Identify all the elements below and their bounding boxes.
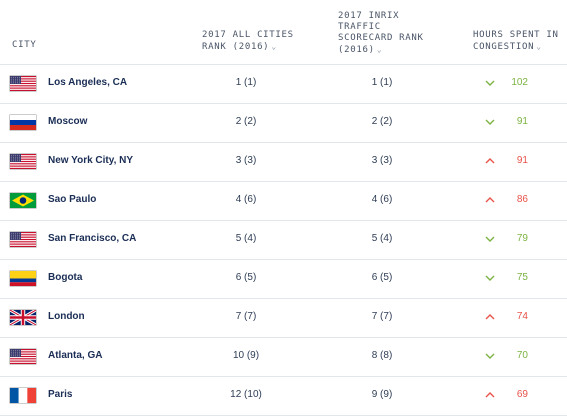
russia-flag-icon — [10, 115, 36, 130]
column-header-line: CONGESTION — [473, 42, 535, 52]
all-cities-rank: 4 (6) — [235, 194, 257, 205]
column-header-line: (2016) — [338, 45, 375, 55]
city-name: Los Angeles, CA — [48, 77, 128, 88]
column-header-city-label: CITY — [12, 40, 37, 50]
city-name: London — [48, 311, 85, 322]
all-cities-rank: 2 (2) — [235, 116, 257, 127]
congestion-hours: 75 — [516, 272, 528, 283]
france-flag-icon — [10, 388, 36, 403]
column-header-line: TRAFFIC — [338, 22, 381, 32]
table-body: Los Angeles, CA 1 (1) 1 (1) 102 Moscow 2 (2) 2… — [0, 65, 567, 416]
column-header-line: 2017 ALL CITIES — [202, 30, 294, 40]
inrix-rank: 1 (1) — [371, 77, 393, 88]
all-cities-rank: 12 (10) — [230, 389, 262, 400]
congestion-hours: 74 — [516, 311, 528, 322]
uk-flag-icon — [10, 310, 36, 325]
column-header-all-cities-rank[interactable]: 2017 ALL CITIES RANK (2016) ⌄ — [202, 30, 317, 53]
inrix-rank: 2 (2) — [371, 116, 393, 127]
inrix-rank: 7 (7) — [371, 311, 393, 322]
trend-up-icon — [483, 310, 497, 324]
city-name: Moscow — [48, 116, 88, 127]
trend-down-icon — [483, 76, 497, 90]
inrix-rank: 6 (5) — [371, 272, 393, 283]
trend-down-icon — [483, 271, 497, 285]
congestion-hours: 70 — [516, 350, 528, 361]
inrix-rank: 3 (3) — [371, 155, 393, 166]
city-name: Sao Paulo — [48, 194, 97, 205]
brazil-flag-icon — [10, 193, 36, 208]
table-header: CITY 2017 ALL CITIES RANK (2016) ⌄ 2017 I… — [0, 0, 567, 65]
chevron-down-icon: ⌄ — [536, 42, 542, 51]
trend-down-icon — [483, 349, 497, 363]
city-name: Atlanta, GA — [48, 350, 103, 361]
inrix-rank: 5 (4) — [371, 233, 393, 244]
table-row[interactable]: San Francisco, CA 5 (4) 5 (4) 79 — [0, 221, 567, 260]
city-name: New York City, NY — [48, 155, 134, 166]
city-name: San Francisco, CA — [48, 233, 137, 244]
column-header-hours[interactable]: HOURS SPENT IN CONGESTION ⌄ — [473, 30, 565, 53]
inrix-rank: 9 (9) — [371, 389, 393, 400]
all-cities-rank: 6 (5) — [235, 272, 257, 283]
congestion-hours: 86 — [516, 194, 528, 205]
column-header-inrix-rank[interactable]: 2017 INRIX TRAFFIC SCORECARD RANK (2016)… — [338, 11, 448, 56]
usa-flag-icon — [10, 232, 36, 247]
table-row[interactable]: Moscow 2 (2) 2 (2) 91 — [0, 104, 567, 143]
all-cities-rank: 10 (9) — [232, 350, 260, 361]
column-header-line: 2017 INRIX — [338, 11, 400, 21]
inrix-rank: 4 (6) — [371, 194, 393, 205]
trend-down-icon — [483, 232, 497, 246]
city-name: Bogota — [48, 272, 83, 283]
table-row[interactable]: Sao Paulo 4 (6) 4 (6) 86 — [0, 182, 567, 221]
usa-flag-icon — [10, 154, 36, 169]
column-header-city[interactable]: CITY — [12, 40, 36, 51]
table-row[interactable]: Paris 12 (10) 9 (9) 69 — [0, 377, 567, 416]
column-header-line: HOURS SPENT IN — [473, 30, 559, 40]
congestion-hours: 79 — [516, 233, 528, 244]
all-cities-rank: 7 (7) — [235, 311, 257, 322]
congestion-hours: 69 — [516, 389, 528, 400]
chevron-down-icon: ⌄ — [271, 42, 277, 51]
column-header-line: RANK (2016) — [202, 42, 270, 52]
chevron-down-icon: ⌄ — [376, 45, 383, 54]
table-row[interactable]: Bogota 6 (5) 6 (5) 75 — [0, 260, 567, 299]
congestion-hours: 91 — [516, 116, 528, 127]
column-header-line: SCORECARD RANK — [338, 33, 424, 43]
trend-down-icon — [483, 115, 497, 129]
colombia-flag-icon — [10, 271, 36, 286]
congestion-hours: 102 — [511, 77, 528, 88]
table-row[interactable]: Atlanta, GA 10 (9) 8 (8) 70 — [0, 338, 567, 377]
trend-up-icon — [483, 388, 497, 402]
usa-flag-icon — [10, 349, 36, 364]
usa-flag-icon — [10, 76, 36, 91]
city-name: Paris — [48, 389, 73, 400]
all-cities-rank: 5 (4) — [235, 233, 257, 244]
all-cities-rank: 1 (1) — [235, 77, 257, 88]
congestion-hours: 91 — [516, 155, 528, 166]
table-row[interactable]: London 7 (7) 7 (7) 74 — [0, 299, 567, 338]
table-row[interactable]: New York City, NY 3 (3) 3 (3) 91 — [0, 143, 567, 182]
trend-up-icon — [483, 154, 497, 168]
all-cities-rank: 3 (3) — [235, 155, 257, 166]
table-row[interactable]: Los Angeles, CA 1 (1) 1 (1) 102 — [0, 65, 567, 104]
trend-up-icon — [483, 193, 497, 207]
inrix-rank: 8 (8) — [371, 350, 393, 361]
